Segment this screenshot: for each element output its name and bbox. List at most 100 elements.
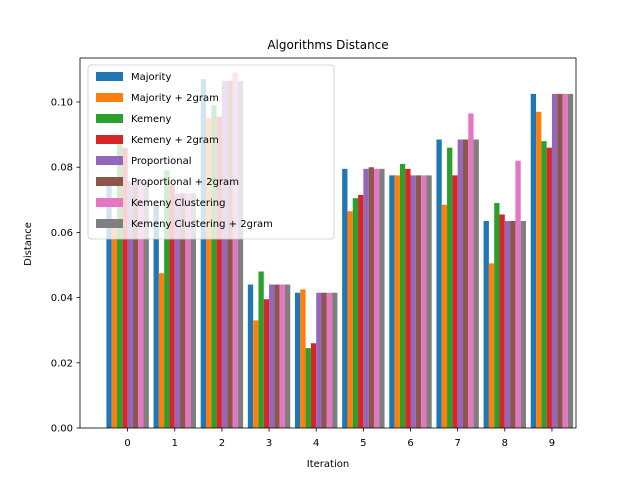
bar [158,273,165,428]
bar [164,170,170,428]
bar [200,79,206,428]
bar [515,160,521,428]
plot-frame [79,57,577,429]
bar [405,168,411,428]
bar [530,93,537,429]
bar [132,181,139,428]
bar [310,343,317,428]
bar [237,80,244,428]
y-tick-label: 0.04 [51,293,73,304]
x-tick-label: 8 [502,438,508,449]
bar [389,175,395,428]
bar [138,181,144,428]
bar [410,175,416,428]
x-tick-label: 1 [172,438,178,449]
bar [452,175,458,428]
bar [426,175,432,428]
legend-label: Majority [131,72,171,83]
x-axis: 0 1 2 3 4 5 6 7 8 9 [124,428,555,449]
x-tick-label: 3 [266,438,272,449]
x-tick-label: 4 [313,438,319,449]
legend-label: Proportional + 2gram [131,177,239,188]
x-tick-label: 7 [454,438,460,449]
bar [284,284,291,428]
y-tick-label: 0.00 [51,424,73,435]
bar [557,93,563,429]
y-tick-label: 0.10 [51,98,73,109]
bar [117,142,123,428]
legend-swatch [96,114,123,123]
bar [305,348,311,428]
bar [436,139,442,428]
bar [394,175,400,428]
legend-swatch [96,177,123,186]
x-tick-label: 5 [360,438,366,449]
bar [295,292,301,428]
bar [122,147,128,428]
legend-swatch [96,72,123,81]
bar [536,111,542,428]
bar [457,139,463,428]
bar [421,175,427,428]
bar [221,80,228,428]
bar [211,105,217,429]
legend-swatch [96,198,123,207]
legend-swatch [96,156,123,165]
bar [332,292,338,428]
bar [247,284,254,428]
bar [279,284,285,428]
x-tick-label: 6 [407,438,413,449]
bar [300,289,306,428]
bar [143,181,149,428]
bar [232,72,238,429]
bar [190,193,196,428]
bar [106,181,112,428]
bar [368,167,374,428]
bar [379,168,385,428]
bar [462,139,469,428]
bar [127,181,133,428]
bar [488,263,495,428]
bar [363,168,369,428]
bar [468,113,474,429]
bar [441,204,448,428]
legend-label: Kemeny Clustering [131,198,226,209]
legend-swatch [96,93,123,102]
legend-box [87,64,335,240]
legend-label: Proportional [131,156,192,167]
legend-swatch [96,135,123,144]
bar [541,141,547,428]
x-tick-label: 0 [124,438,130,449]
bar [153,204,159,428]
bar [447,147,453,428]
bar [274,284,280,428]
bar [269,284,275,428]
bar [546,147,552,428]
legend-label: Kemeny [131,114,171,125]
bar [321,292,327,428]
bar [169,185,175,428]
bar [551,93,558,429]
bar [253,320,259,428]
y-axis-label: Distance [23,222,34,266]
bar [473,139,479,428]
bar [494,203,500,428]
legend-label: Kemeny Clustering + 2gram [131,219,273,230]
bar [185,193,191,428]
bar [510,221,516,428]
bar [499,214,505,428]
bar [111,219,118,428]
bar [347,211,353,428]
bar [358,194,364,428]
bar [352,198,359,428]
y-tick-label: 0.08 [51,163,73,174]
bar [567,93,574,429]
y-tick-label: 0.02 [51,358,73,369]
legend-swatch [96,219,123,228]
chart-title: Algorithms Distance [267,38,388,52]
bar [316,292,322,428]
legend: Majority Majority + 2gram Kemeny Kemeny + 2… [87,64,335,240]
bar [562,93,568,429]
legend-label: Kemeny + 2gram [131,135,219,146]
y-axis: 0.00 0.02 0.04 0.06 0.08 0.10 [51,98,80,435]
